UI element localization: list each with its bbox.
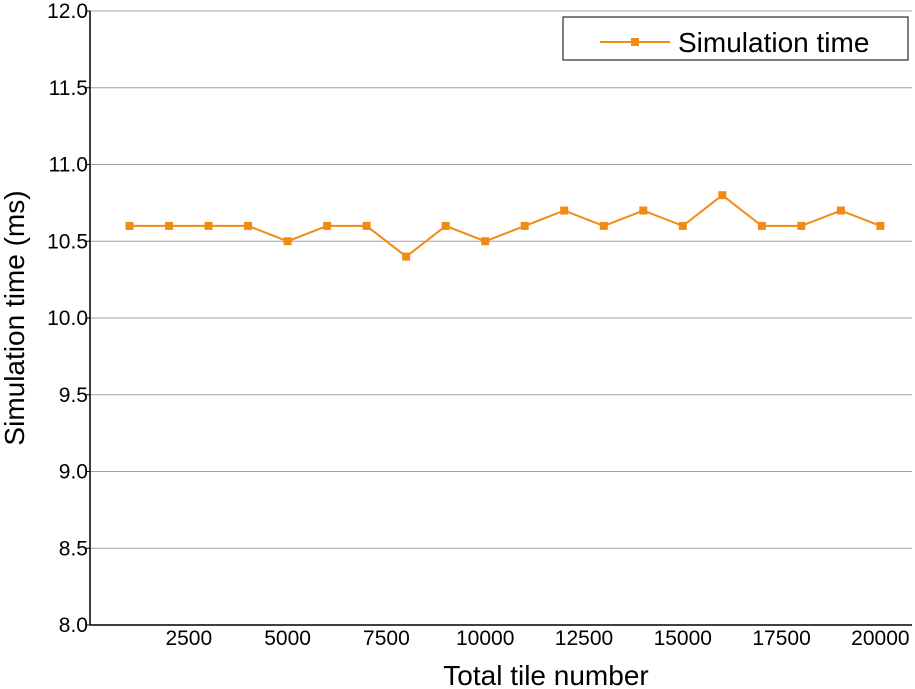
data-point [402, 252, 411, 261]
data-point [283, 237, 292, 246]
data-point [639, 206, 648, 215]
series-layer [125, 191, 885, 261]
data-point [718, 191, 727, 200]
series-line [129, 193, 881, 258]
y-tick-label: 10.0 [47, 307, 88, 330]
x-tick-labels: 2500 5000 7500 10000 12500 15000 17500 20000 [165, 627, 909, 650]
data-point [836, 206, 845, 215]
y-axis-title: Simulation time (ms) [0, 190, 30, 445]
gridlines [90, 10, 912, 549]
data-point [678, 221, 687, 230]
x-tick-label: 7500 [363, 627, 410, 650]
y-tick-label: 8.5 [59, 537, 88, 560]
y-tick-label: 10.5 [47, 230, 88, 253]
legend: Simulation time [562, 16, 909, 61]
data-point [125, 221, 134, 230]
y-tick-label: 8.0 [59, 614, 88, 637]
y-tick-labels: 8.0 8.5 9.0 9.5 10.0 10.5 11.0 11.5 12.0 [47, 0, 90, 637]
y-tick-label: 9.0 [59, 461, 88, 484]
data-point [481, 237, 490, 246]
x-tick-label: 17500 [752, 627, 810, 650]
x-tick-label: 10000 [456, 627, 514, 650]
data-point [165, 221, 174, 230]
x-axis-title: Total tile number [443, 660, 648, 689]
x-tick-label: 15000 [654, 627, 712, 650]
legend-marker-sample [631, 38, 639, 46]
data-point [323, 221, 332, 230]
data-point [599, 221, 608, 230]
legend-box [562, 16, 909, 61]
y-tick-label: 11.5 [49, 77, 88, 100]
data-point [520, 221, 529, 230]
data-point [204, 221, 213, 230]
data-point [441, 221, 450, 230]
x-tick-label: 5000 [264, 627, 311, 650]
y-tick-label: 9.5 [59, 384, 88, 407]
y-tick-label: 11.0 [49, 154, 88, 177]
y-tick-label: 12.0 [47, 0, 88, 23]
x-tick-label: 12500 [555, 627, 613, 650]
legend-label: Simulation time [678, 27, 869, 58]
data-point [362, 221, 371, 230]
x-tick-label: 20000 [851, 627, 909, 650]
data-point [876, 221, 885, 230]
data-point [244, 221, 253, 230]
data-point [757, 221, 766, 230]
x-tick-label: 2500 [165, 627, 212, 650]
data-point [560, 206, 569, 215]
data-point [797, 221, 806, 230]
